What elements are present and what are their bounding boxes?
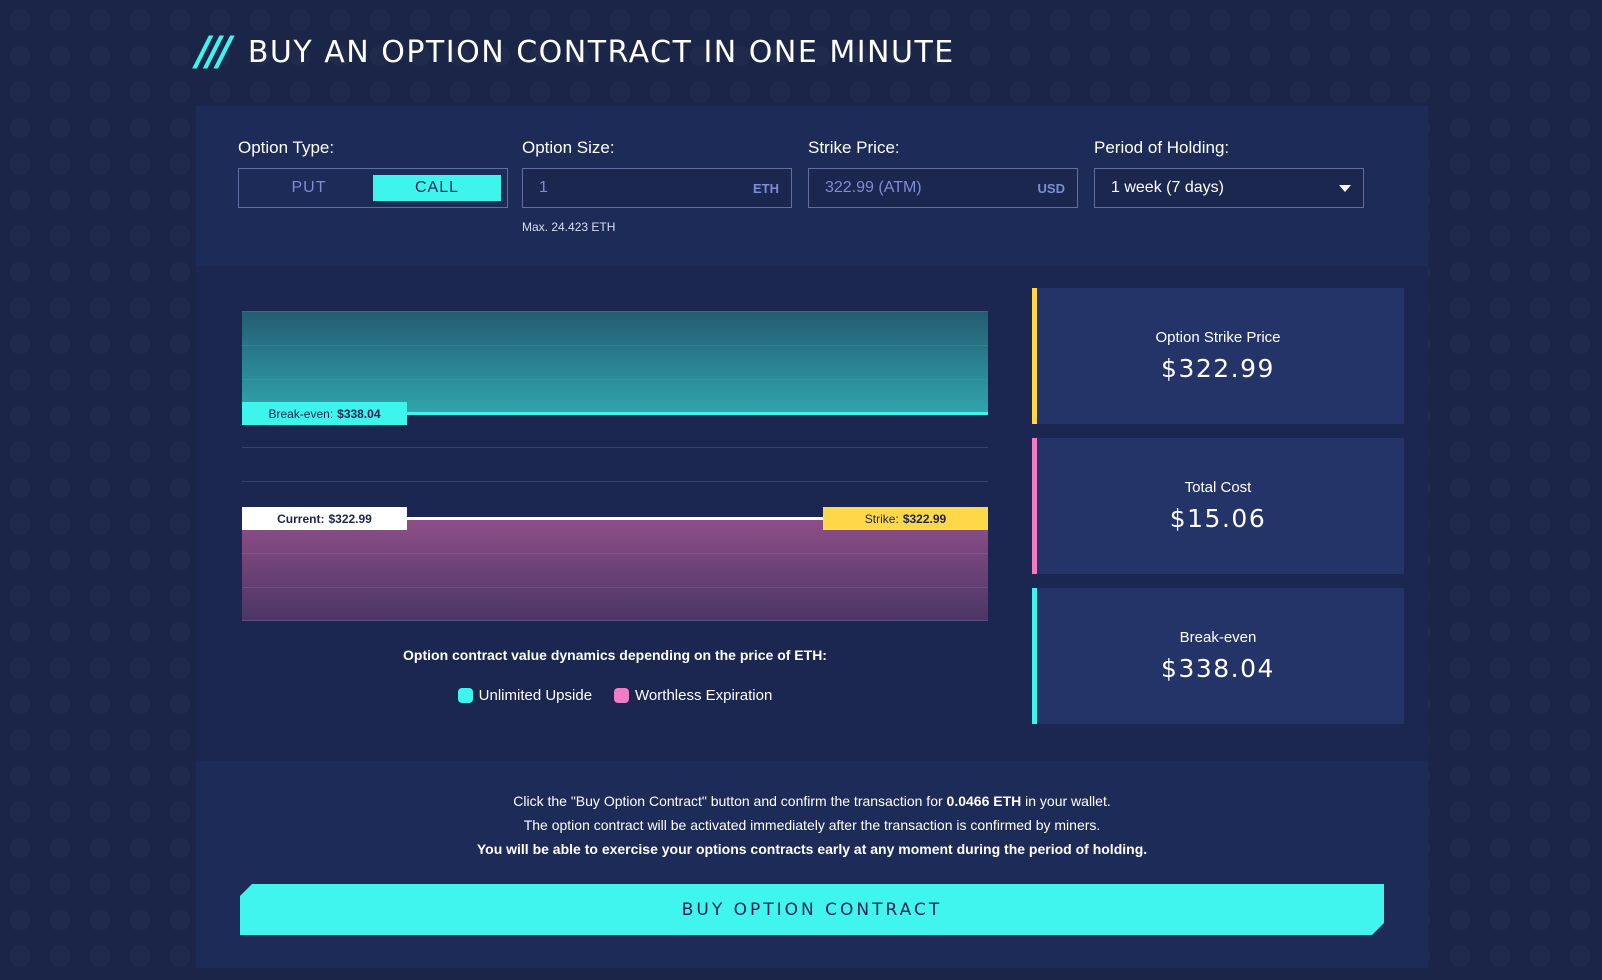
chart-area: Break-even: $338.04 Current: $322.99 Str… <box>196 266 1428 761</box>
period-label: Period of Holding: <box>1094 138 1230 157</box>
strike-price-input[interactable]: 322.99 (ATM) USD <box>808 168 1078 208</box>
stat-label: Break-even <box>1179 629 1257 646</box>
option-type-label: Option Type: <box>238 138 335 157</box>
buy-option-contract-button[interactable]: BUY OPTION CONTRACT <box>240 884 1384 935</box>
info-text-bold: You will be able to exercise your option… <box>476 841 1148 857</box>
option-panel: Option Type: PUT CALL Option Size: 1 ETH… <box>196 106 1428 968</box>
controls-bar: Option Type: PUT CALL Option Size: 1 ETH… <box>196 106 1428 266</box>
stat-label: Total Cost <box>1184 479 1252 496</box>
info-line-1: Click the "Buy Option Contract" button a… <box>196 789 1428 813</box>
upside-zone <box>242 311 988 412</box>
option-type-toggle: PUT CALL <box>238 168 508 208</box>
gridline <box>242 311 988 312</box>
info-text: in your wallet. <box>1021 793 1111 809</box>
chevron-down-icon[interactable] <box>1339 184 1351 192</box>
legend-dot-icon <box>614 688 630 703</box>
strike-price-value[interactable]: 322.99 (ATM) <box>825 179 922 196</box>
legend-label: Unlimited Upside <box>478 687 593 704</box>
stat-value: $322.99 <box>1161 354 1275 383</box>
period-value[interactable]: 1 week (7 days) <box>1111 179 1224 196</box>
gridline <box>242 379 988 380</box>
put-toggle-button[interactable]: PUT <box>291 179 327 196</box>
chart-legend: Unlimited Upside Worthless Expiration <box>242 687 988 704</box>
current-price-tag-label: Current: <box>277 511 325 526</box>
info-line-2: The option contract will be activated im… <box>523 817 1101 833</box>
break-even-tag-label: Break-even: <box>268 406 334 421</box>
strike-price-label: Strike Price: <box>808 138 900 157</box>
gridline <box>242 587 988 588</box>
current-price-line <box>242 517 988 520</box>
option-size-label: Option Size: <box>522 138 615 157</box>
total-cost-card: Total Cost $15.06 <box>1032 438 1404 574</box>
break-even-tag: Break-even: $338.04 <box>242 402 407 425</box>
option-size-control: Option Size: 1 ETH Max. 24.423 ETH <box>522 138 792 234</box>
period-control: Period of Holding: 1 week (7 days) <box>1094 138 1364 208</box>
legend-label: Worthless Expiration <box>635 687 773 704</box>
page-title: BUY AN OPTION CONTRACT IN ONE MINUTE <box>247 34 955 70</box>
gridline <box>242 620 988 621</box>
current-price-tag: Current: $322.99 <box>242 507 407 530</box>
break-even-tag-value: $338.04 <box>337 406 381 421</box>
break-even-line <box>242 412 988 415</box>
eth-amount: 0.0466 ETH <box>946 793 1022 809</box>
slashes-icon: /// <box>196 29 232 75</box>
strike-price-unit: USD <box>1037 180 1065 196</box>
option-size-input[interactable]: 1 ETH <box>522 168 792 208</box>
stat-value: $338.04 <box>1161 654 1275 683</box>
gridline <box>242 481 988 482</box>
strike-tag: Strike: $322.99 <box>823 507 988 530</box>
stat-label: Option Strike Price <box>1155 329 1281 346</box>
option-size-max-hint: Max. 24.423 ETH <box>522 220 616 234</box>
downside-zone <box>242 519 988 621</box>
legend-item-worthless: Worthless Expiration <box>614 687 772 704</box>
stat-value: $15.06 <box>1169 504 1267 533</box>
strike-price-control: Strike Price: 322.99 (ATM) USD <box>808 138 1078 208</box>
legend-item-upside: Unlimited Upside <box>457 687 593 704</box>
option-size-value[interactable]: 1 <box>539 179 548 196</box>
strike-price-card: Option Strike Price $322.99 <box>1032 288 1404 424</box>
gridline <box>242 553 988 554</box>
strike-tag-label: Strike: <box>864 511 899 526</box>
footer-info: Click the "Buy Option Contract" button a… <box>196 789 1428 861</box>
period-select[interactable]: 1 week (7 days) <box>1094 168 1364 208</box>
gridline <box>242 345 988 346</box>
call-toggle-button[interactable]: CALL <box>373 175 501 201</box>
option-size-unit: ETH <box>753 180 779 196</box>
gridline <box>242 447 988 448</box>
info-line-3: You will be able to exercise your option… <box>196 837 1428 861</box>
info-text: Click the "Buy Option Contract" button a… <box>513 793 947 809</box>
current-price-tag-value: $322.99 <box>328 511 372 526</box>
strike-tag-value: $322.99 <box>902 511 947 526</box>
legend-dot-icon <box>457 688 473 703</box>
break-even-card: Break-even $338.04 <box>1032 588 1404 724</box>
option-type-control: Option Type: PUT CALL <box>238 138 508 208</box>
chart-caption: Option contract value dynamics depending… <box>403 647 827 663</box>
value-dynamics-chart: Break-even: $338.04 Current: $322.99 Str… <box>242 311 988 621</box>
page-header: /// BUY AN OPTION CONTRACT IN ONE MINUTE <box>196 29 955 75</box>
